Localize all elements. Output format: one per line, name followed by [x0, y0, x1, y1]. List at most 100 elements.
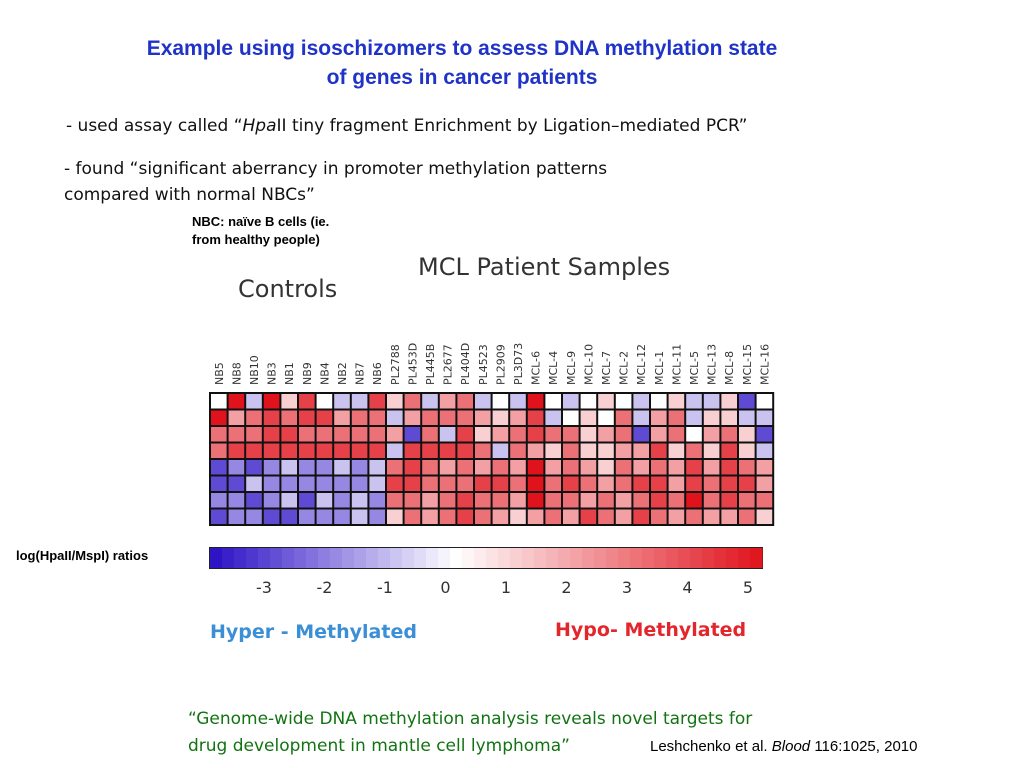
heatmap-cell — [703, 460, 720, 475]
scale-swatch — [738, 548, 751, 568]
scale-swatch — [642, 548, 655, 568]
heatmap-cell — [721, 443, 737, 458]
heatmap-cell — [739, 427, 755, 442]
heatmap-cell — [651, 460, 667, 475]
scale-swatch — [438, 548, 451, 568]
column-label: MCL-9 — [565, 351, 578, 385]
heatmap-cell — [651, 443, 667, 458]
heatmap-cell — [299, 476, 315, 491]
heatmap-cell — [668, 476, 685, 491]
scale-swatch — [306, 548, 319, 568]
heatmap-cell — [263, 394, 280, 409]
bullet-assay-italic: Hpa — [242, 116, 277, 136]
scale-swatch — [390, 548, 403, 568]
heatmap-cell — [598, 493, 614, 508]
heatmap-cell — [246, 509, 262, 524]
heatmap-cell — [756, 476, 773, 491]
heatmap-cell — [686, 460, 702, 475]
scale-swatch — [522, 548, 535, 568]
heatmap-cell — [703, 410, 720, 425]
heatmap-cell — [404, 427, 421, 442]
heatmap-cell — [211, 509, 227, 524]
heatmap-cell — [281, 394, 297, 409]
column-label: PL3D73 — [512, 343, 525, 385]
heatmap-cell — [404, 493, 421, 508]
heatmap-cell — [299, 493, 315, 508]
heatmap-cell — [668, 427, 685, 442]
column-label: MCL-2 — [618, 351, 631, 385]
heatmap-cell — [703, 493, 720, 508]
heatmap-cell — [668, 443, 685, 458]
nbc-note-line-1: NBC: naïve B cells (ie. — [192, 214, 330, 229]
heatmap-cell — [721, 493, 737, 508]
heatmap-cell — [651, 410, 667, 425]
column-label: MCL-10 — [582, 344, 595, 385]
heatmap-cell — [615, 460, 632, 475]
heatmap-cell — [527, 410, 544, 425]
column-label: MCL-12 — [635, 344, 648, 385]
heatmap-cell — [316, 394, 333, 409]
heatmap-cell — [387, 410, 403, 425]
heatmap-cell — [457, 443, 473, 458]
column-label: MCL-5 — [688, 351, 701, 385]
scale-swatch — [618, 548, 631, 568]
heatmap-cell — [263, 460, 280, 475]
heatmap-cell — [492, 443, 509, 458]
scale-swatch — [666, 548, 679, 568]
heatmap-cell — [263, 476, 280, 491]
heatmap-cell — [686, 443, 702, 458]
citation: Leshchenko et al. Blood 116:1025, 2010 — [650, 738, 917, 755]
heatmap-cell — [756, 443, 773, 458]
heatmap-cell — [510, 493, 526, 508]
scale-swatch — [318, 548, 331, 568]
heatmap-cell — [686, 509, 702, 524]
heatmap-cell — [246, 476, 262, 491]
heatmap-cell — [492, 493, 509, 508]
heatmap-cell — [739, 410, 755, 425]
scale-swatch — [474, 548, 487, 568]
heatmap-cell — [281, 509, 297, 524]
scale-swatch — [690, 548, 703, 568]
column-label: MCL-11 — [670, 344, 683, 385]
title-line-1: Example using isoschizomers to assess DN… — [146, 37, 778, 60]
heatmap-cell — [615, 410, 632, 425]
column-label: PL4523 — [477, 344, 490, 385]
scale-swatch — [450, 548, 463, 568]
heatmap-cell — [228, 443, 245, 458]
column-label: PL445B — [424, 344, 437, 385]
heatmap-cell — [422, 509, 438, 524]
scale-swatch — [570, 548, 583, 568]
heatmap-cell — [598, 427, 614, 442]
scale-tick-label: 1 — [501, 578, 511, 597]
heatmap-cell — [633, 493, 649, 508]
column-label: MCL-7 — [600, 351, 613, 385]
quote-line-2: drug development in mantle cell lymphoma… — [188, 736, 570, 756]
scale-tick-label: 3 — [622, 578, 632, 597]
heatmap-cell — [211, 493, 227, 508]
heatmap-cell — [369, 493, 385, 508]
heatmap-cell — [457, 460, 473, 475]
scale-swatch — [606, 548, 619, 568]
heatmap-cell — [651, 427, 667, 442]
bullet-assay: - used assay called “HpaII tiny fragment… — [66, 116, 747, 136]
heatmap-cell — [510, 410, 526, 425]
bullet-finding-line-2: compared with normal NBCs” — [64, 185, 315, 205]
heatmap-cell — [580, 493, 597, 508]
heatmap-cell — [334, 427, 350, 442]
heatmap-cell — [439, 410, 456, 425]
heatmap-cell — [527, 394, 544, 409]
heatmap-cell — [281, 410, 297, 425]
scale-swatch — [246, 548, 259, 568]
column-label: MCL-15 — [741, 344, 754, 385]
heatmap-cell — [739, 460, 755, 475]
heatmap-cell — [369, 476, 385, 491]
bullet-assay-suffix: II tiny fragment Enrichment by Ligation–… — [276, 116, 748, 136]
heatmap-cell — [246, 394, 262, 409]
heatmap-cell — [351, 394, 368, 409]
heatmap-cell — [457, 394, 473, 409]
heatmap-cell — [263, 427, 280, 442]
heatmap-cell — [334, 410, 350, 425]
heatmap-cell — [756, 493, 773, 508]
heatmap-cell — [633, 443, 649, 458]
scale-swatch — [234, 548, 247, 568]
